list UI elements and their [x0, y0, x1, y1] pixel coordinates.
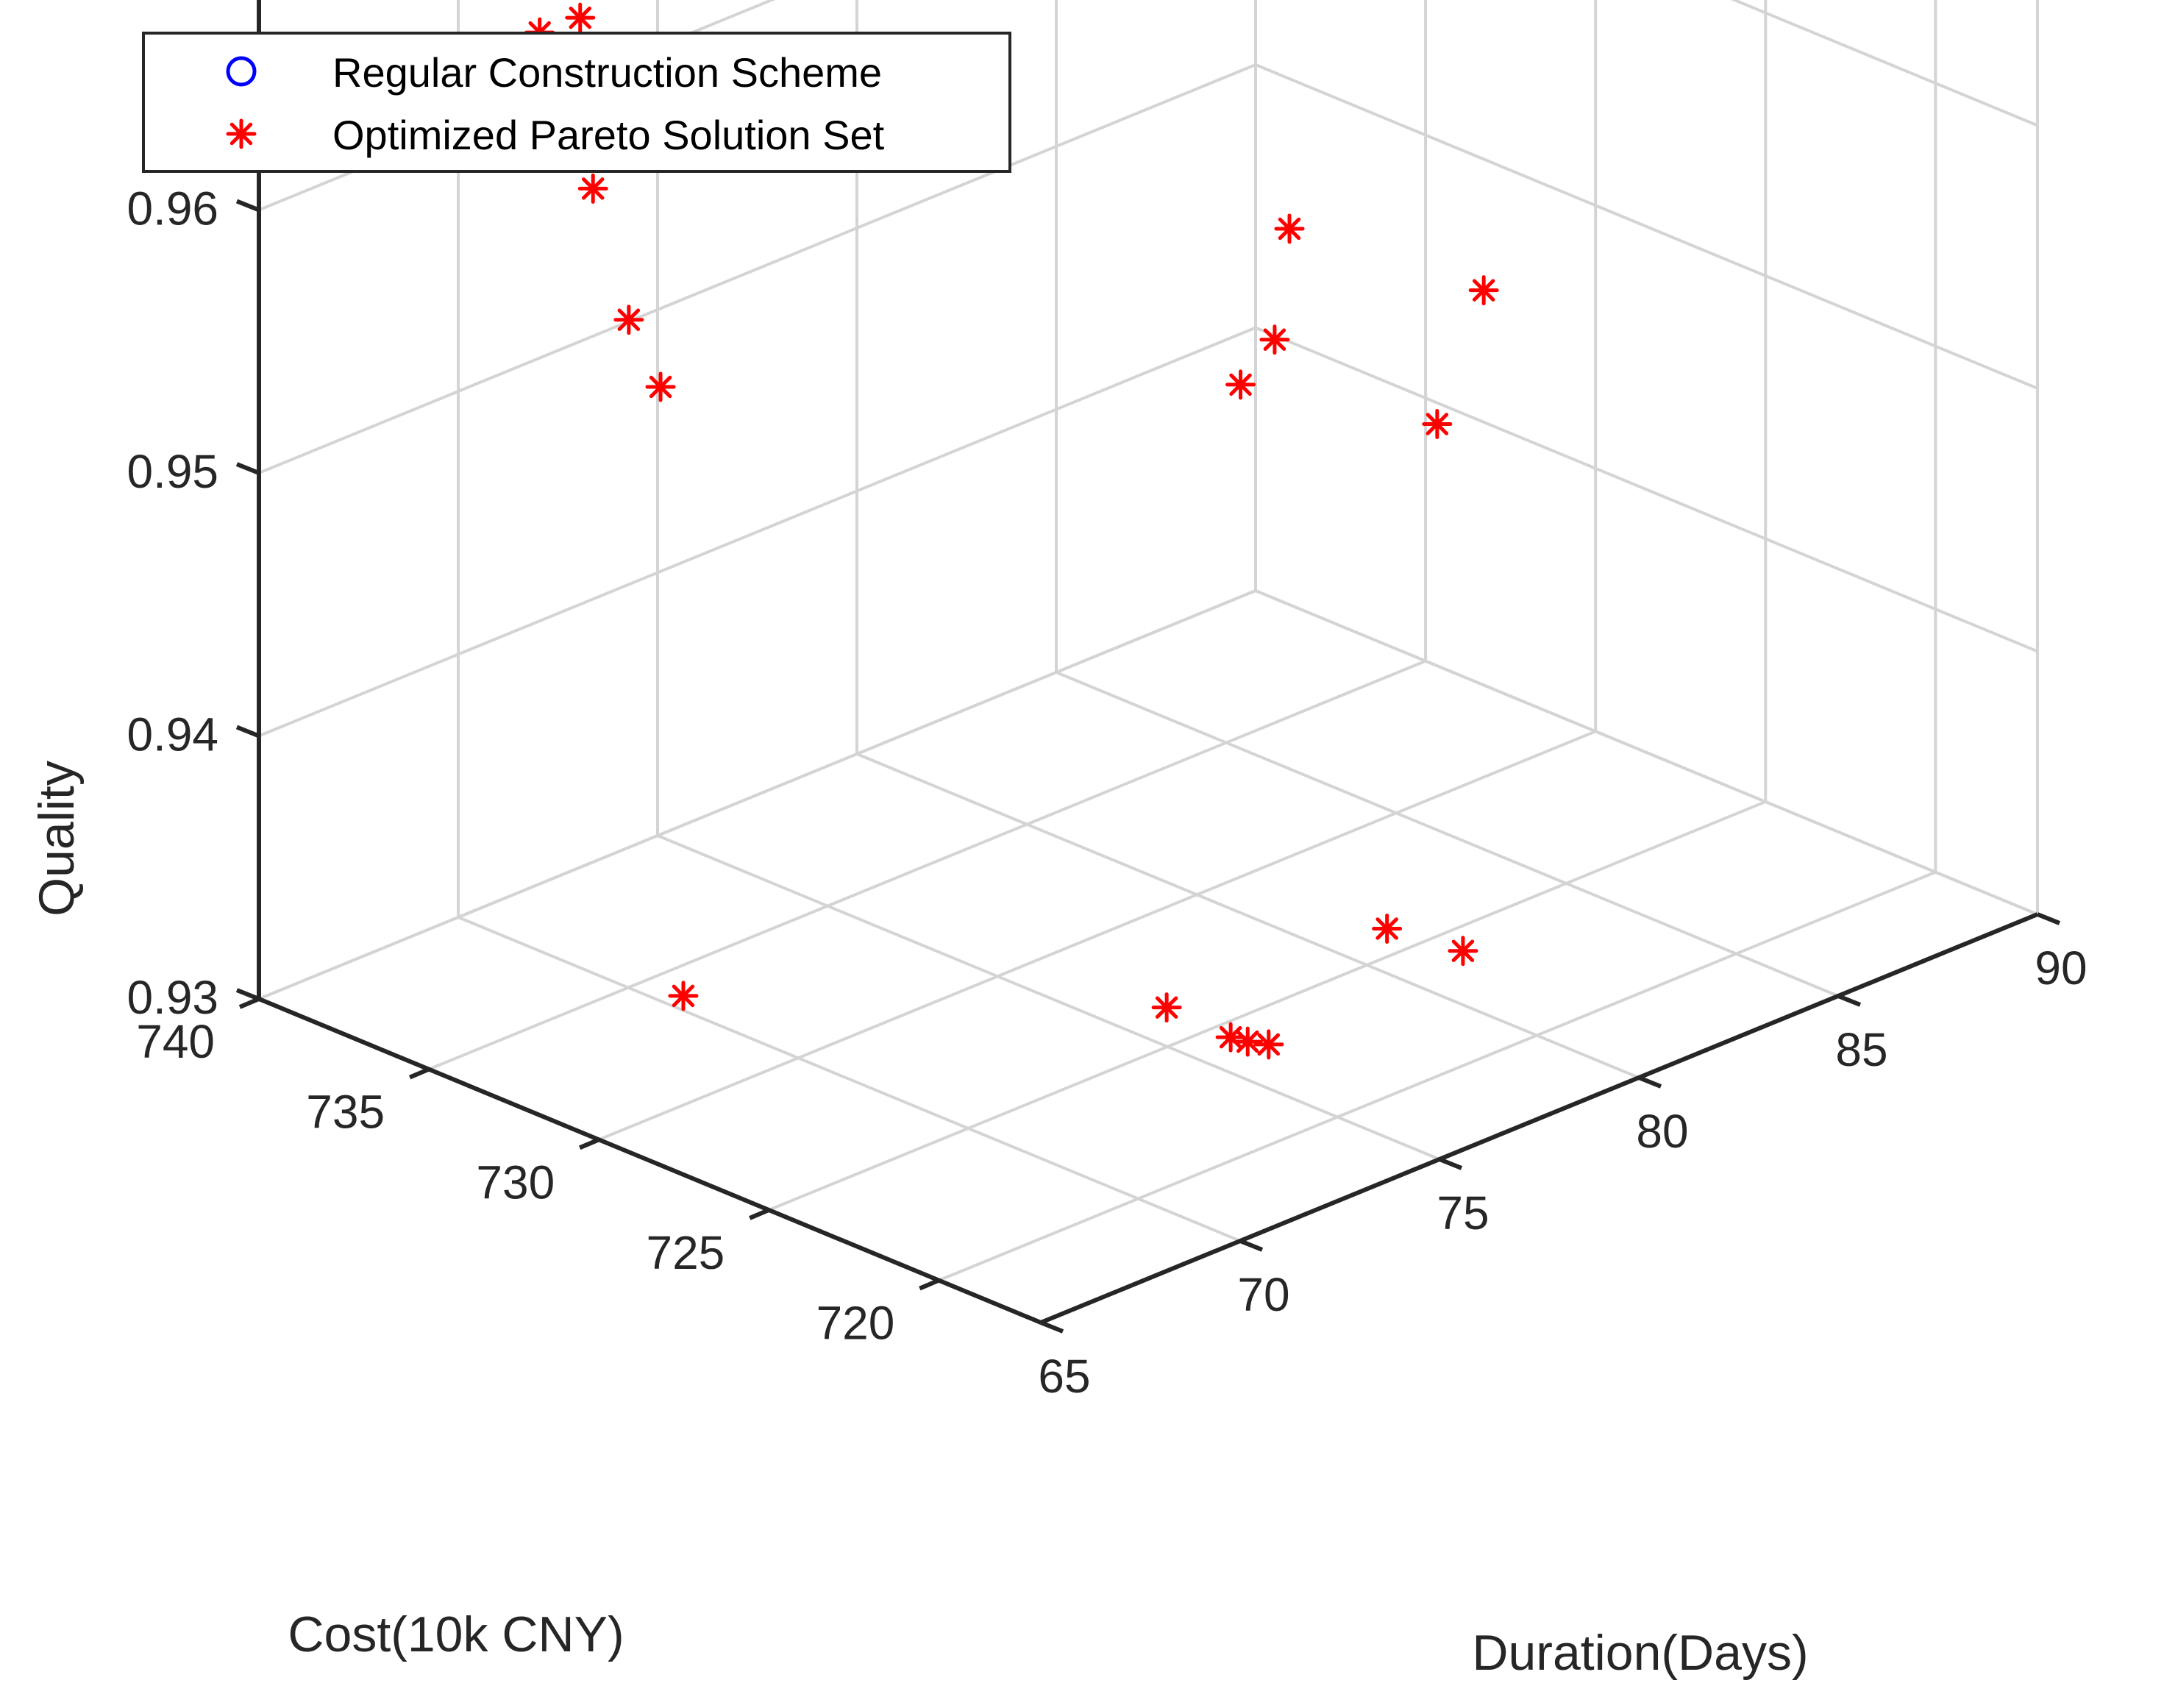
asterisk-stroke — [1278, 217, 1301, 241]
legend-marker-pareto — [226, 118, 257, 149]
back-wall-grid-horizontal — [258, 326, 1256, 738]
x-tick-mark — [238, 997, 260, 1009]
grid — [257, 0, 2039, 1324]
z-tick-mark — [235, 988, 260, 1001]
asterisk-stroke — [1375, 917, 1398, 940]
back-wall-grid-horizontal — [258, 589, 1256, 1000]
legend-asterisk — [226, 118, 257, 149]
pareto-solution-point — [1151, 992, 1182, 1023]
asterisk-stroke — [1236, 1030, 1259, 1053]
x-tick-label: 720 — [816, 1297, 895, 1350]
asterisk-stroke — [649, 375, 672, 399]
asterisk-stroke — [229, 122, 253, 146]
y-tick-mark — [1239, 1239, 1264, 1252]
z-tick-mark — [235, 462, 260, 475]
side-wall-grid-horizontal — [1255, 589, 2038, 916]
asterisk-stroke — [582, 177, 605, 200]
pareto-solution-point — [1253, 1029, 1284, 1060]
y-tick-label: 80 — [1636, 1105, 1688, 1158]
asterisk-stroke — [1426, 413, 1449, 435]
x-tick-mark — [579, 1137, 600, 1150]
x-tick-mark — [749, 1208, 770, 1220]
z-tick-label: 0.95 — [127, 445, 218, 498]
side-wall-grid-horizontal — [1255, 326, 2038, 653]
asterisk-stroke — [1257, 1033, 1281, 1056]
floor-grid-line-y — [657, 834, 1440, 1161]
pareto-solution-point — [1372, 913, 1403, 944]
y-tick-mark — [1637, 1075, 1662, 1089]
floor-grid-line-x — [598, 730, 1596, 1142]
y-tick-mark — [1438, 1157, 1463, 1170]
x-tick-label: 740 — [136, 1015, 215, 1068]
x-tick-mark — [408, 1067, 430, 1080]
asterisk-stroke — [1451, 939, 1475, 962]
asterisk-stroke — [1263, 328, 1286, 351]
pareto-solution-point — [1274, 213, 1305, 244]
asterisk-stroke — [569, 6, 591, 29]
asterisk-stroke — [1155, 996, 1178, 1019]
pareto-solution-point — [1422, 409, 1453, 440]
data-points — [524, 2, 1499, 1060]
pareto-solution-point — [1225, 369, 1256, 400]
asterisk-stroke — [1229, 373, 1252, 396]
legend-marker-regular — [226, 56, 257, 87]
x-tick-label: 735 — [306, 1086, 385, 1139]
floor-grid-line-x — [938, 870, 1937, 1282]
pareto-solution-point — [577, 173, 608, 204]
pareto-solution-point — [1259, 324, 1290, 355]
x-tick-mark — [919, 1278, 940, 1291]
y-tick-label: 85 — [1835, 1023, 1887, 1076]
asterisk-stroke — [672, 984, 695, 1008]
pareto-solution-point — [1448, 936, 1478, 967]
legend: Regular Construction Scheme Optimized Pa… — [142, 32, 1011, 173]
pareto-solution-point — [1232, 1026, 1263, 1057]
side-wall-grid-horizontal — [1730, 0, 2038, 127]
legend-label-regular: Regular Construction Scheme — [332, 49, 882, 96]
legend-label-pareto: Optimized Pareto Solution Set — [332, 112, 885, 158]
floor-grid-line-y — [1056, 671, 1839, 997]
asterisk-stroke — [617, 308, 641, 331]
z-tick-mark — [235, 725, 260, 739]
z-tick-mark — [235, 199, 260, 213]
pareto-solution-point — [1215, 1022, 1246, 1053]
side-wall-grid-horizontal — [1255, 63, 2038, 390]
floor-grid-line-y — [458, 916, 1241, 1242]
y-tick-mark — [1837, 994, 1862, 1007]
pareto-solution-point — [668, 981, 699, 1011]
z-tick-label: 0.94 — [127, 708, 218, 761]
pareto-solution-point — [1468, 275, 1499, 306]
y-tick-label: 90 — [2035, 942, 2087, 994]
pareto-solution-point — [613, 305, 644, 335]
y-axis-line — [1039, 912, 2039, 1325]
floor-grid-line-x — [428, 659, 1426, 1071]
floor-grid-line-y — [856, 752, 1640, 1079]
z-tick-label: 0.96 — [127, 182, 218, 235]
legend-box — [142, 32, 1011, 173]
pareto-solution-point — [645, 371, 676, 402]
y-tick-mark — [2036, 912, 2061, 925]
y-tick-mark — [1039, 1320, 1064, 1334]
tick-labels: 720 725 730 735 740 65 70 75 80 85 90 0.93 0.94 0.95 0… — [127, 182, 2087, 1403]
asterisk-stroke — [1472, 279, 1495, 302]
pareto-solution-point — [565, 2, 596, 33]
asterisk-stroke — [1219, 1025, 1242, 1049]
axes — [235, 0, 2061, 1334]
back-wall-grid-horizontal — [258, 63, 1256, 474]
z-axis-label: Quality — [29, 761, 85, 917]
x-axis-line — [257, 997, 1042, 1325]
floor-grid-line-x — [768, 800, 1767, 1211]
y-tick-label: 75 — [1437, 1186, 1489, 1239]
y-axis-label: Duration(Days) — [1472, 1625, 1808, 1681]
z-tick-label: 0.93 — [127, 971, 218, 1024]
x-axis-label: Cost(10k CNY) — [288, 1606, 624, 1662]
y-tick-label: 70 — [1237, 1268, 1289, 1321]
y-tick-label: 65 — [1038, 1350, 1090, 1403]
x-tick-label: 730 — [476, 1156, 555, 1209]
x-tick-label: 725 — [646, 1226, 725, 1279]
